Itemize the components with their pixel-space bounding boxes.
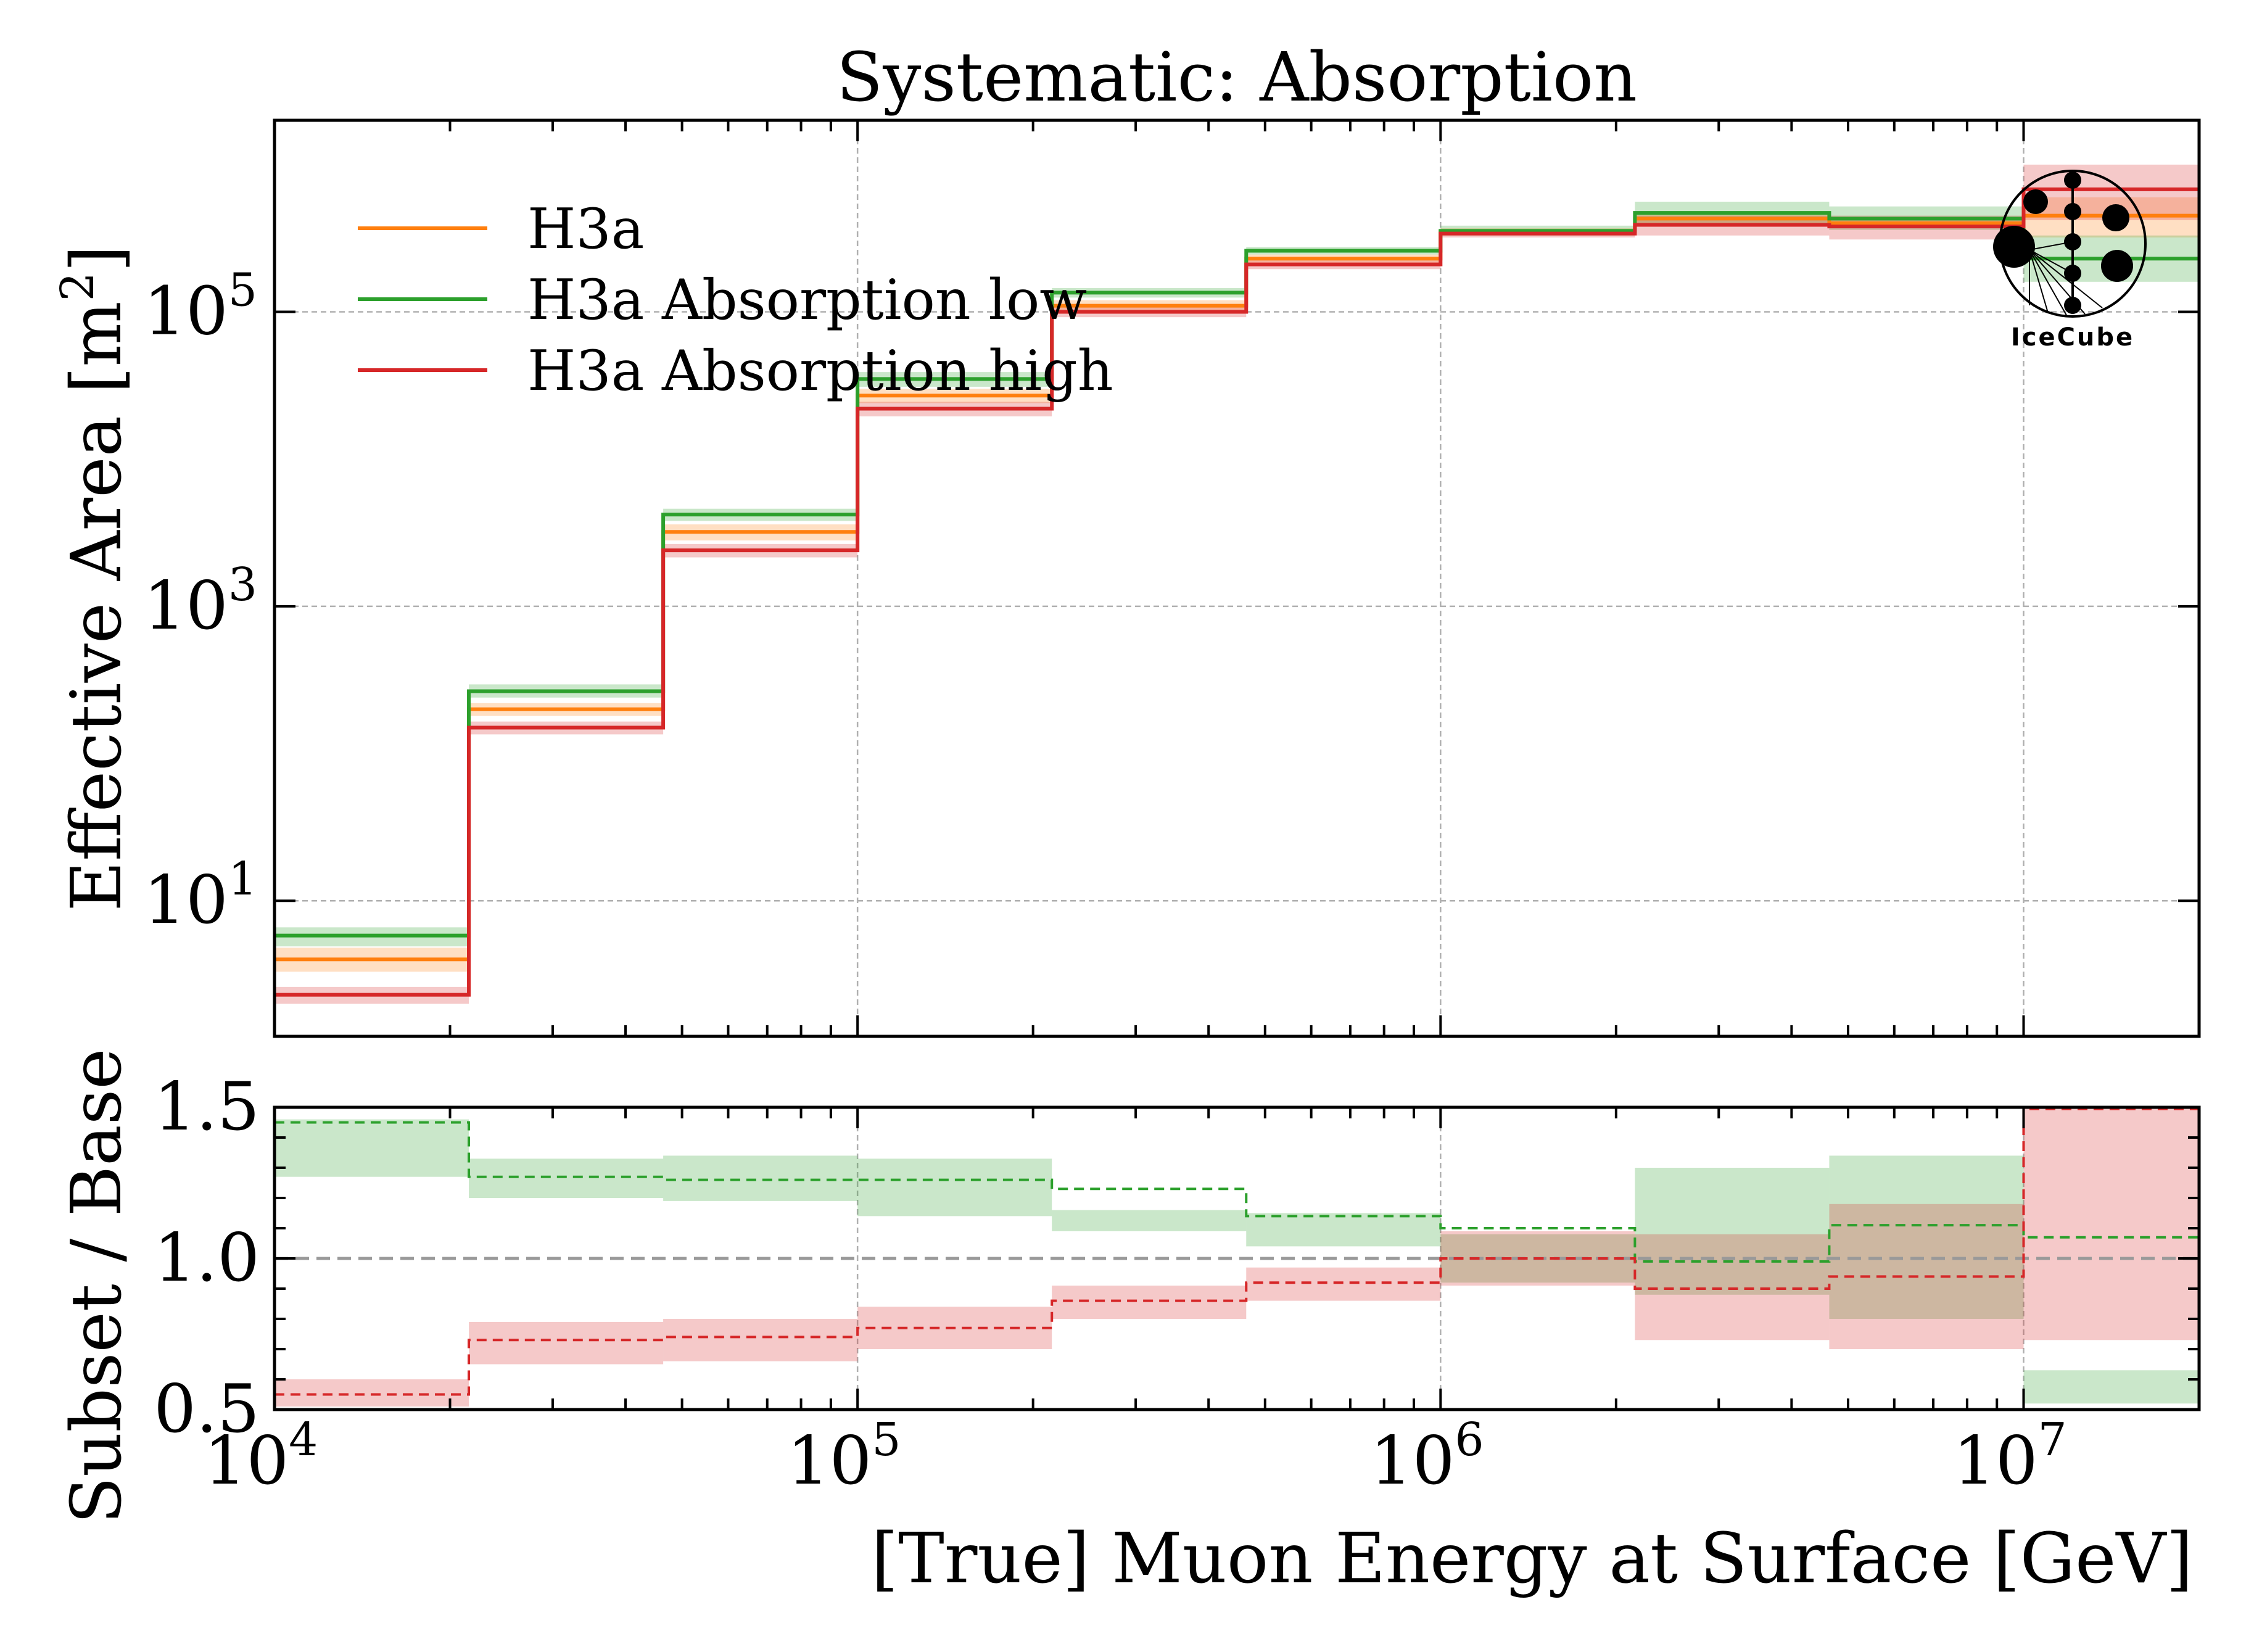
top-y-axis-label-sup: 2 (51, 272, 104, 301)
legend: H3a H3a Absorption low H3a Absorption hi… (358, 197, 1113, 403)
bottom-plot-frame (273, 1105, 2201, 1411)
y-tick-label-exponent: 1 (228, 853, 257, 906)
logo-dom (2064, 171, 2081, 189)
x-tick-label: 105 (787, 1413, 901, 1500)
uncertainty-band (1829, 1155, 2024, 1319)
y-tick-label-base: 10 (143, 568, 228, 645)
y-tick-label: 1.0 (154, 1220, 260, 1297)
y-tick-label: 105 (143, 264, 257, 350)
uncertainty-band (1635, 1234, 1830, 1340)
y-tick-label: 103 (143, 558, 257, 645)
chart-title: Systematic: Absorption (836, 38, 1637, 117)
x-tick-label: 104 (204, 1413, 318, 1500)
uncertainty-band (663, 1319, 858, 1361)
uncertainty-band (1052, 1286, 1247, 1319)
top-plot-frame (273, 118, 2201, 1038)
icecube-detector-logo: IceCube (1993, 170, 2147, 352)
ratio-panel: 0.51.01.5 104 105 106 107 Subset / Base [Tr… (57, 1048, 2201, 1599)
uncertainty-band (469, 1321, 664, 1365)
logo-dom (2102, 204, 2129, 231)
series-line (275, 187, 2199, 997)
series-line (275, 1121, 2199, 1263)
top-y-axis-label: Effective Area [m2] (51, 245, 137, 911)
logo-light-rays (2029, 241, 2103, 316)
uncertainty-band (663, 1155, 858, 1201)
y-tick-label-base: 10 (143, 862, 228, 939)
x-tick-label-base: 10 (1953, 1423, 2037, 1500)
y-tick-label-base: 10 (143, 273, 228, 350)
y-tick-label: 0.5 (154, 1371, 260, 1448)
x-tick-label: 107 (1953, 1413, 2067, 1500)
y-tick-label-exponent: 3 (228, 558, 257, 611)
y-tick-label: 101 (143, 853, 257, 939)
bottom-y-tick-labels: 0.5 1.0 1.5 (154, 1068, 260, 1448)
logo-dom (2064, 203, 2081, 220)
bottom-y-axis-label: Subset / Base (57, 1048, 137, 1524)
uncertainty-band (1246, 1267, 1441, 1301)
logo-dom (2101, 250, 2133, 282)
y-tick-label-exponent: 5 (228, 264, 257, 317)
y-tick-label: 1.5 (154, 1068, 260, 1146)
top-y-axis-label-base: Effective Area [m (57, 301, 137, 911)
x-tick-label-exponent: 7 (2038, 1413, 2067, 1466)
top-step-lines (275, 187, 2199, 997)
icecube-logo-text: IceCube (2011, 323, 2134, 352)
x-tick-label-exponent: 5 (872, 1413, 901, 1466)
uncertainty-band (2023, 1107, 2199, 1340)
logo-dom-large (1993, 226, 2035, 268)
legend-label-h3a: H3a (527, 197, 644, 262)
x-tick-label-exponent: 4 (289, 1413, 318, 1466)
uncertainty-band (1246, 1213, 1441, 1247)
uncertainty-band (275, 1379, 469, 1407)
bottom-step-lines (275, 1107, 2199, 1396)
uncertainty-band (469, 1158, 664, 1198)
uncertainty-band (1635, 1168, 1830, 1295)
logo-dom (2064, 297, 2081, 314)
x-tick-label: 106 (1370, 1413, 1484, 1500)
top-y-axis-label-close: ] (57, 245, 137, 272)
uncertainty-band (2023, 1370, 2199, 1404)
x-tick-label-base: 10 (204, 1423, 289, 1500)
uncertainty-band (857, 1158, 1052, 1216)
legend-label-absorption-high: H3a Absorption high (527, 339, 1113, 403)
uncertainty-band (1052, 1210, 1247, 1231)
uncertainty-band (275, 1119, 469, 1177)
x-tick-label-base: 10 (787, 1423, 872, 1500)
legend-label-absorption-low: H3a Absorption low (527, 268, 1087, 332)
x-tick-labels: 104 105 106 107 (204, 1413, 2067, 1500)
logo-dom (2023, 189, 2048, 214)
x-axis-label: [True] Muon Energy at Surface [GeV] (871, 1519, 2193, 1599)
x-tick-label-exponent: 6 (1455, 1413, 1484, 1466)
x-tick-label-base: 10 (1370, 1423, 1455, 1500)
